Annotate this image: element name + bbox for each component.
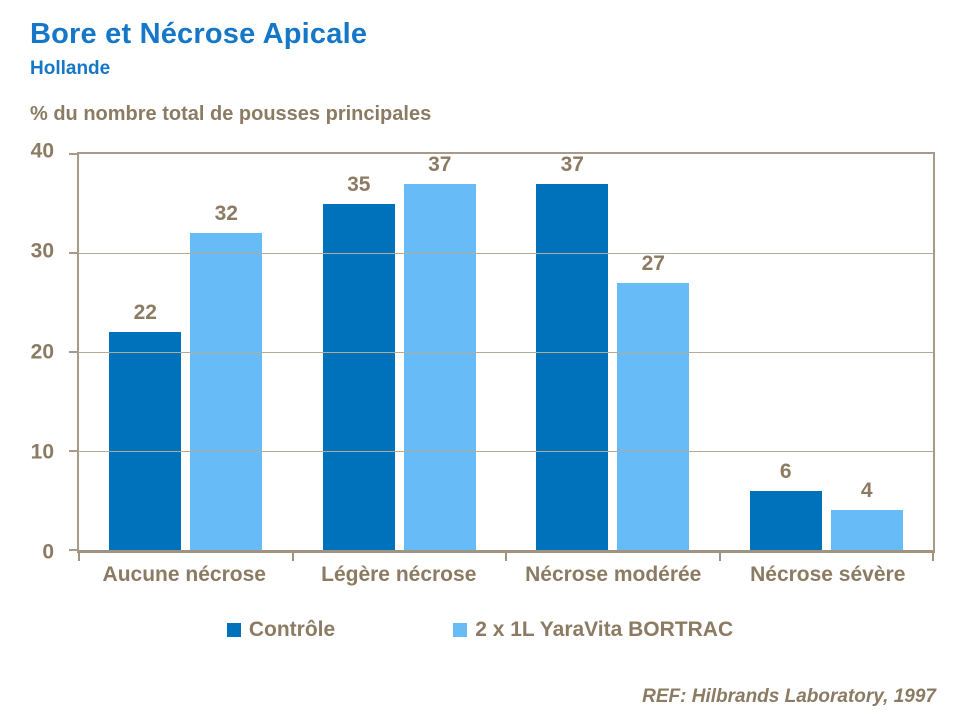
bar-value-label: 37 bbox=[428, 152, 452, 176]
bar: 32 bbox=[190, 202, 263, 550]
gridline bbox=[79, 451, 933, 452]
x-tick-mark bbox=[505, 553, 507, 561]
y-tick-mark bbox=[69, 252, 78, 254]
x-tick-mark bbox=[291, 553, 294, 561]
bar-value-label: 4 bbox=[860, 479, 873, 503]
bar: 35 bbox=[322, 173, 395, 550]
bar-groups-container: 22 32 35 37 37 27 6 4 bbox=[79, 153, 934, 550]
y-tick-label: 20 bbox=[30, 340, 54, 364]
x-tick-mark bbox=[932, 553, 934, 561]
bar-group: 37 27 bbox=[506, 153, 720, 550]
legend-label: 2 x 1L YaraVita BORTRAC bbox=[475, 618, 734, 641]
y-tick-label: 10 bbox=[30, 440, 54, 464]
x-category-label: Nécrose sévère bbox=[750, 563, 906, 586]
y-tick-mark bbox=[69, 153, 78, 155]
bar-value-label: 37 bbox=[560, 152, 584, 176]
bar-group: 22 32 bbox=[79, 154, 293, 550]
x-axis-labels: Aucune nécrose Légère nécrose Nécrose modé… bbox=[77, 563, 935, 587]
gridline bbox=[79, 253, 933, 254]
bar-value-label: 6 bbox=[779, 459, 792, 483]
y-tick-mark bbox=[69, 450, 78, 452]
x-tick-mark bbox=[718, 553, 721, 561]
x-tick-mark bbox=[78, 553, 80, 561]
reference-text: REF: Hilbrands Laboratory, 1997 bbox=[642, 686, 936, 707]
chart-subtitle: Hollande bbox=[30, 58, 111, 79]
bar: 22 bbox=[109, 301, 182, 550]
plot-area: 22 32 35 37 37 27 6 4 bbox=[69, 152, 935, 561]
y-tick-label: 40 bbox=[30, 139, 54, 163]
y-tick-mark bbox=[69, 351, 78, 353]
legend-swatch-icon bbox=[226, 623, 241, 637]
legend-label: Contrôle bbox=[248, 618, 336, 641]
legend-item: Contrôle bbox=[226, 618, 336, 642]
bar: 27 bbox=[617, 252, 690, 550]
bar-value-label: 22 bbox=[133, 301, 157, 325]
y-axis-title: % du nombre total de pousses principales bbox=[30, 103, 432, 125]
bar: 4 bbox=[830, 479, 903, 550]
y-tick-label: 30 bbox=[30, 239, 54, 263]
bar-group: 35 37 bbox=[293, 153, 507, 550]
x-category-label: Nécrose modérée bbox=[525, 563, 702, 586]
legend: Contrôle 2 x 1L YaraVita BORTRAC bbox=[0, 618, 960, 642]
y-tick-label: 0 bbox=[42, 540, 54, 564]
bar-value-label: 35 bbox=[347, 172, 371, 196]
bar: 37 bbox=[536, 153, 609, 550]
x-category-label: Légère nécrose bbox=[321, 563, 477, 586]
bar: 6 bbox=[749, 460, 822, 550]
bar: 37 bbox=[403, 153, 476, 550]
y-axis: 0 10 20 30 40 bbox=[0, 140, 68, 564]
y-tick-mark bbox=[69, 549, 78, 551]
legend-item: 2 x 1L YaraVita BORTRAC bbox=[453, 618, 733, 642]
legend-swatch-icon bbox=[453, 623, 468, 637]
bar-value-label: 27 bbox=[641, 251, 665, 275]
chart-title: Bore et Nécrose Apicale bbox=[30, 18, 368, 50]
gridline bbox=[79, 352, 933, 353]
bar-value-label: 32 bbox=[214, 202, 238, 226]
x-category-label: Aucune nécrose bbox=[102, 563, 266, 586]
